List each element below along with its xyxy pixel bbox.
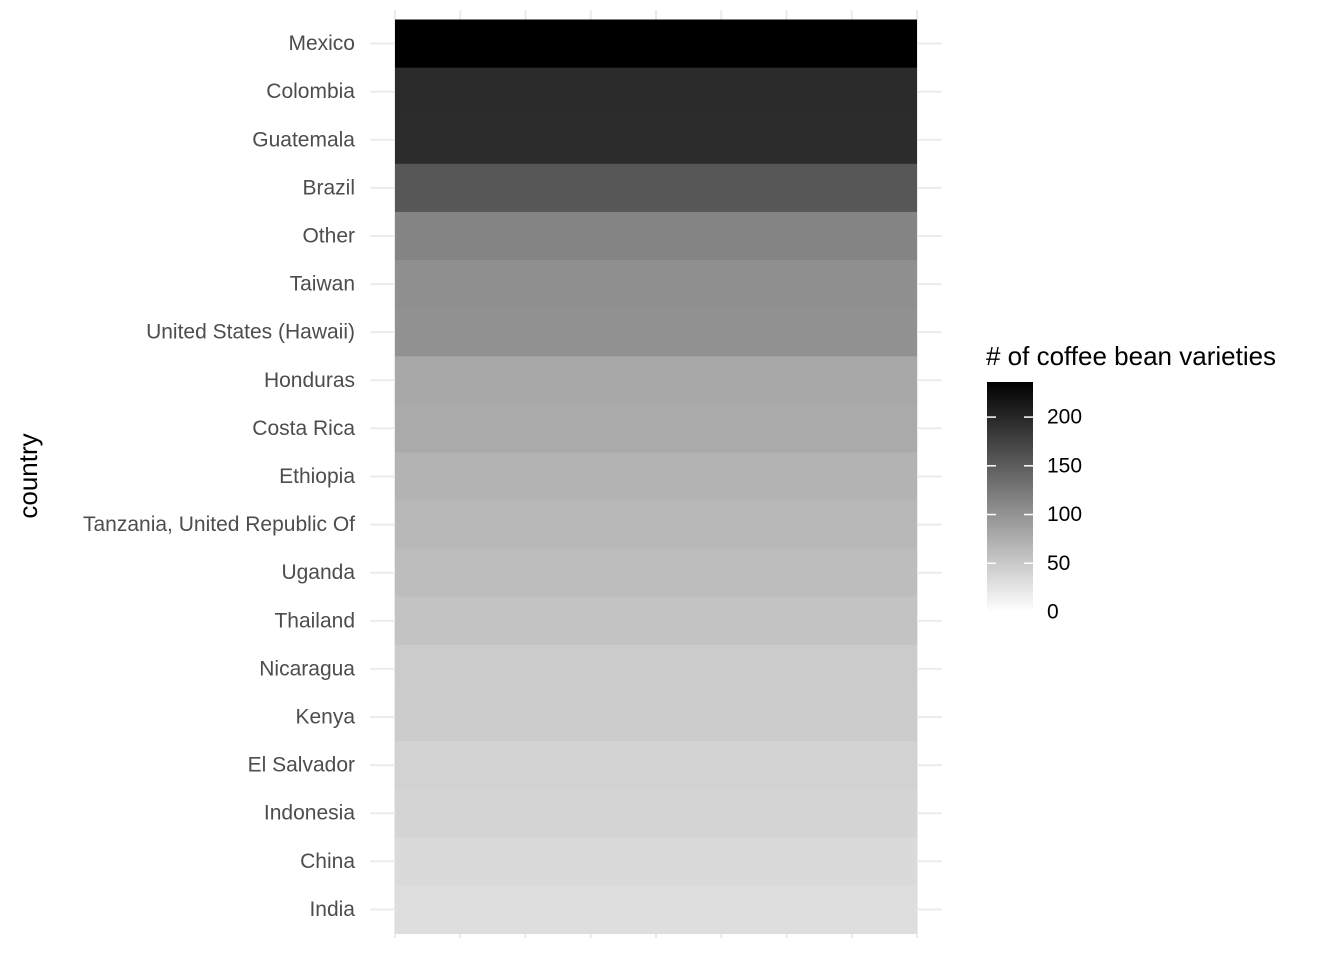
y-tick-label: Taiwan <box>290 273 355 296</box>
heatmap-tile <box>395 163 917 213</box>
heatmap-tile <box>395 452 917 502</box>
y-tick-label: El Salvador <box>248 754 355 777</box>
legend-ticks: 0 50 100 150 200 <box>987 406 1082 624</box>
y-tick-label: Other <box>302 224 355 247</box>
heatmap-tile <box>395 500 917 550</box>
legend-tick-label: 200 <box>1047 406 1082 429</box>
y-tick-label: Tanzania, United Republic Of <box>83 513 355 536</box>
heatmap-tile <box>395 67 917 117</box>
y-tick-label: Thailand <box>274 609 355 632</box>
legend-title: # of coffee bean varieties <box>986 341 1276 371</box>
y-tick-label: Brazil <box>302 176 355 199</box>
heatmap-tile <box>395 548 917 598</box>
legend-tick-label: 150 <box>1047 454 1082 477</box>
y-tick-label: India <box>309 898 355 921</box>
heatmap-tile <box>395 115 917 165</box>
heatmap-tile <box>395 211 917 261</box>
heatmap-tile <box>395 692 917 742</box>
y-tick-label: Costa Rica <box>252 417 355 440</box>
legend-colorbar <box>987 382 1033 612</box>
y-tick-label: Indonesia <box>264 802 355 825</box>
y-tick-label: China <box>300 850 355 873</box>
heatmap-tile <box>395 260 917 309</box>
heatmap-tile <box>395 19 917 69</box>
heatmap-tile <box>395 741 917 790</box>
y-axis-title: country <box>13 433 43 518</box>
y-tick-label: Uganda <box>281 561 355 584</box>
heatmap-tile <box>395 356 917 405</box>
y-tick-label: United States (Hawaii) <box>146 321 355 344</box>
y-tick-label: Honduras <box>264 369 355 392</box>
heatmap-tile <box>395 308 917 357</box>
y-tick-label: Guatemala <box>252 128 355 151</box>
heatmap-tile <box>395 596 917 646</box>
heatmap-tile <box>395 644 917 694</box>
color-legend: # of coffee bean varieties 0 50 100 150 200 <box>986 341 1276 624</box>
y-tick-label: Mexico <box>288 32 355 55</box>
y-axis-tick-labels: Mexico Colombia Guatemala Brazil Other Taiwan… <box>83 32 355 921</box>
y-tick-label: Ethiopia <box>279 465 355 488</box>
heatmap-tile <box>395 789 917 838</box>
y-tick-label: Kenya <box>295 706 355 729</box>
legend-tick-label: 50 <box>1047 552 1070 575</box>
legend-tick-label: 0 <box>1047 601 1059 624</box>
heatmap-tile <box>395 404 917 454</box>
heatmap-tile <box>395 885 917 935</box>
legend-tick-label: 100 <box>1047 503 1082 526</box>
y-tick-label: Colombia <box>266 80 355 103</box>
heatmap-tiles <box>395 19 917 935</box>
y-tick-label: Nicaragua <box>259 657 355 680</box>
heatmap-tile <box>395 837 917 886</box>
